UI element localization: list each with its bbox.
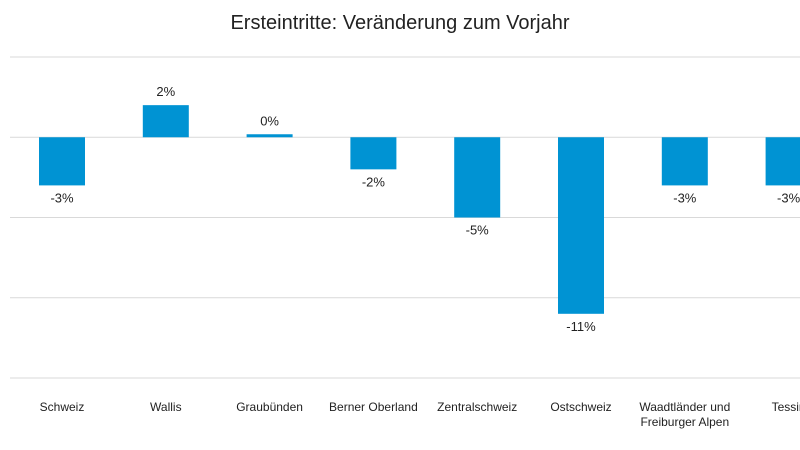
data-label: 0% <box>260 113 279 128</box>
category-label: Waadtländer und <box>639 400 730 414</box>
category-label: Graubünden <box>236 400 303 414</box>
category-label: Berner Oberland <box>329 400 418 414</box>
chart-title: Ersteintritte: Veränderung zum Vorjahr <box>230 12 570 34</box>
data-label: -5% <box>466 223 490 238</box>
bar <box>661 137 708 186</box>
bar <box>558 137 604 314</box>
bars <box>39 105 800 314</box>
bar <box>39 137 85 186</box>
data-labels: -3% 2% 0% -2% -5% -11% -3% -3% <box>50 84 800 334</box>
bar <box>246 134 293 138</box>
bar <box>142 105 189 138</box>
category-label: Wallis <box>150 400 182 414</box>
data-label: -3% <box>673 190 697 205</box>
data-label: -3% <box>777 190 800 205</box>
category-labels: Schweiz Wallis Graubünden Berner Oberland Ze… <box>40 400 800 429</box>
category-label: Ostschweiz <box>550 400 611 414</box>
data-label: 2% <box>156 84 175 99</box>
data-label: -3% <box>50 190 74 205</box>
data-label: -11% <box>566 319 596 334</box>
category-label: Schweiz <box>40 400 85 414</box>
bar <box>454 137 501 218</box>
category-label: Tessin <box>772 400 800 414</box>
category-label: Freiburger Alpen <box>640 415 729 429</box>
gridlines <box>10 56 800 379</box>
category-label: Zentralschweiz <box>437 400 517 414</box>
data-label: -2% <box>362 174 386 189</box>
bar <box>765 137 800 186</box>
bar <box>350 137 397 170</box>
